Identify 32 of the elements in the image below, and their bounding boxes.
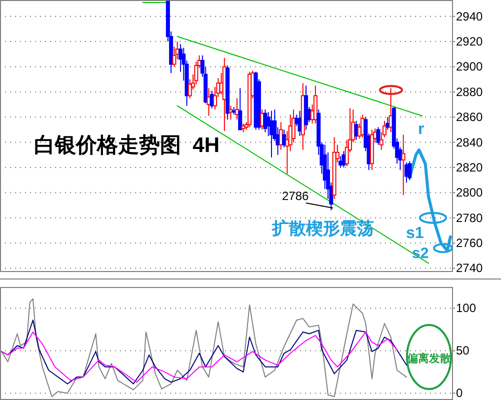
candlestick xyxy=(408,160,412,181)
candlestick xyxy=(401,134,406,196)
y-tick-label: 50 xyxy=(456,344,470,358)
y-tick-label: 2820 xyxy=(456,160,484,174)
y-tick-label: 0 xyxy=(456,386,463,400)
candlestick xyxy=(238,88,242,130)
annotation: 2786 xyxy=(282,189,310,203)
line-series xyxy=(1,332,398,383)
candlestick xyxy=(313,85,318,124)
y-tick-label: 100 xyxy=(456,301,476,316)
y-tick-label: 2880 xyxy=(456,84,484,99)
candlestick xyxy=(188,78,192,99)
y-tick-label: 2760 xyxy=(456,236,484,250)
candlestick xyxy=(376,126,380,146)
annotation: 偏离发散 xyxy=(406,352,452,365)
text: 白银价格走势图 4H xyxy=(34,134,220,157)
annotation: 扩散楔形震荡 xyxy=(271,219,374,238)
y-tick-label: 2920 xyxy=(456,34,484,49)
y-tick-label: 2740 xyxy=(456,261,484,276)
annotation: s1 xyxy=(406,225,424,242)
y-tick-label: 2860 xyxy=(456,110,484,124)
candlestick xyxy=(342,150,346,168)
y-tick-label: 2840 xyxy=(456,135,484,150)
candlestick xyxy=(228,105,233,120)
candlestick xyxy=(263,109,268,133)
y-tick-label: 2900 xyxy=(456,60,484,74)
candlestick xyxy=(282,129,286,148)
y-tick-label: 2780 xyxy=(456,210,484,225)
y-tick-label: 2940 xyxy=(456,9,484,24)
y-tick-label: 2800 xyxy=(456,186,484,200)
annotation: r xyxy=(418,121,424,138)
annotation: s2 xyxy=(412,245,429,262)
